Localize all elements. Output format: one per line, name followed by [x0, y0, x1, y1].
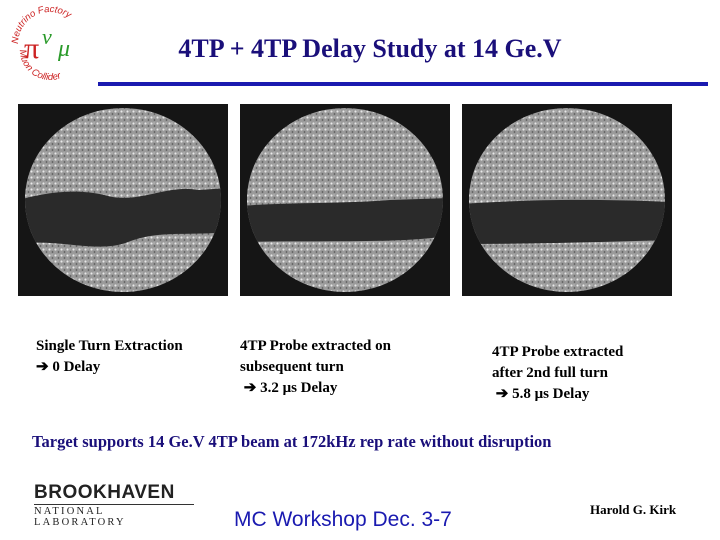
- caption-line: 5.8 μs Delay: [512, 386, 590, 402]
- lab-name: BROOKHAVEN: [34, 482, 175, 503]
- target-photo-5-8us-delay: [462, 104, 672, 296]
- page-title: 4TP + 4TP Delay Study at 14 Ge.V: [178, 34, 562, 63]
- caption-line: after 2nd full turn: [492, 365, 608, 381]
- summary-statement: Target supports 14 Ge.V 4TP beam at 172k…: [32, 432, 552, 451]
- caption-line: 0 Delay: [52, 359, 101, 375]
- caption-line: 4TP Probe extracted on: [240, 338, 391, 354]
- brookhaven-logo: BROOKHAVEN NATIONAL LABORATORY: [34, 482, 194, 528]
- arrow-right-icon: ➔: [36, 359, 49, 375]
- caption-single-turn: Single Turn Extraction ➔ 0 Delay: [36, 336, 236, 378]
- title-divider: [98, 82, 708, 86]
- arrow-right-icon: ➔: [243, 380, 257, 396]
- logo-nu-glyph: ν: [42, 24, 52, 49]
- caption-line: 3.2 μs Delay: [260, 380, 338, 396]
- logo-mu-glyph: μ: [57, 36, 70, 62]
- caption-second-turn: 4TP Probe extracted after 2nd full turn …: [492, 342, 702, 405]
- logo-pi-glyph: π: [24, 32, 39, 65]
- lab-subtitle: NATIONAL LABORATORY: [34, 504, 194, 528]
- workshop-label: MC Workshop Dec. 3-7: [234, 508, 452, 531]
- arrow-right-icon: ➔: [495, 386, 509, 402]
- target-photo-3-2us-delay: [240, 104, 450, 296]
- caption-line: 4TP Probe extracted: [492, 344, 624, 360]
- target-photo-0-delay: [18, 104, 228, 296]
- author-name: Harold G. Kirk: [590, 502, 677, 517]
- caption-subsequent-turn: 4TP Probe extracted on subsequent turn ➔…: [240, 336, 460, 399]
- caption-line: subsequent turn: [240, 359, 344, 375]
- caption-line: Single Turn Extraction: [36, 338, 183, 354]
- neutrino-factory-logo: Neutrino Factory Muon Collider π ν μ: [8, 4, 92, 83]
